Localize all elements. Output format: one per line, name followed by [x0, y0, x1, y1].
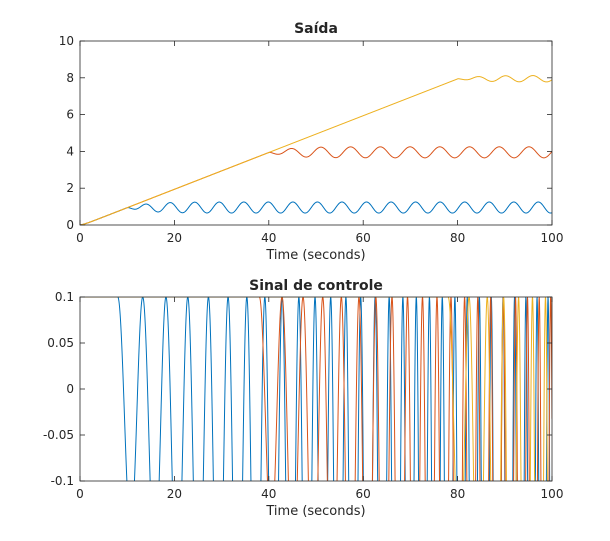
y-tick-label: 10: [59, 34, 74, 48]
series-line-3: [80, 75, 552, 225]
y-tick-label: 2: [66, 181, 74, 195]
x-axis: 0 20 40 60 80 100: [76, 297, 563, 501]
x-axis-label: Time (seconds): [265, 248, 365, 263]
series-line-2: [80, 146, 552, 225]
x-tick-label: 60: [356, 231, 371, 245]
x-tick-label: 0: [76, 487, 84, 501]
x-axis: 0 20 40 60 80 100: [76, 41, 563, 245]
y-tick-label: 6: [66, 108, 74, 122]
series-line-3: [80, 297, 548, 481]
y-tick-label: -0.1: [51, 474, 74, 488]
x-axis-label: Time (seconds): [265, 504, 365, 519]
x-tick-label: 100: [541, 231, 564, 245]
x-tick-label: 20: [167, 487, 182, 501]
y-axis: 0 2 4 6 8 10: [59, 34, 552, 232]
x-tick-label: 80: [450, 231, 465, 245]
chart-control-signal: Sinal de controle 0 20 40 60 80 100 -0.1 -0.05…: [43, 278, 564, 519]
y-tick-label: 0.05: [47, 336, 74, 350]
chart-title: Sinal de controle: [249, 278, 383, 294]
x-tick-label: 80: [450, 487, 465, 501]
x-tick-label: 60: [356, 487, 371, 501]
series-line-1: [80, 201, 552, 225]
series-group: [80, 297, 552, 481]
x-tick-label: 0: [76, 231, 84, 245]
x-tick-label: 40: [261, 487, 276, 501]
y-tick-label: 0.1: [55, 290, 74, 304]
plot-area: [79, 40, 553, 226]
y-tick-label: 0: [66, 218, 74, 232]
x-tick-label: 100: [541, 487, 564, 501]
y-tick-label: -0.05: [43, 428, 74, 442]
y-tick-label: 0: [66, 382, 74, 396]
series-line-1: [80, 297, 551, 481]
chart-title: Saída: [294, 21, 338, 37]
x-tick-label: 40: [261, 231, 276, 245]
chart-output: Saída 0 20 40 60 80 100 0 2 4 6 8 10 Time (seconds…: [59, 21, 564, 263]
series-group: [80, 75, 552, 225]
y-tick-label: 8: [66, 71, 74, 85]
x-tick-label: 20: [167, 231, 182, 245]
y-axis: -0.1 -0.05 0 0.05 0.1: [43, 290, 552, 488]
y-tick-label: 4: [66, 144, 74, 158]
